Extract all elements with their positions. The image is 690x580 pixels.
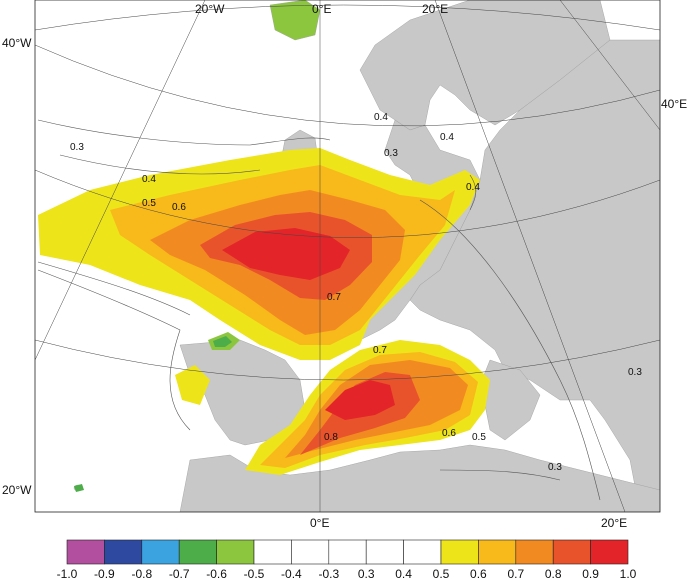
colorbar-tick-label: -0.6 [206, 567, 227, 580]
contour-label: 0.8 [324, 432, 338, 443]
colorbar-swatch [328, 539, 367, 565]
contour-label: 0.6 [172, 202, 186, 213]
contour-04-south [37, 261, 191, 316]
land-north-isle [269, 0, 321, 41]
contour-lines [37, 119, 601, 501]
colorbar-tick-label: -0.9 [94, 567, 115, 580]
contour-label: 0.4 [440, 132, 454, 143]
colorbar-swatch [291, 539, 330, 565]
contour-03-africa [439, 469, 561, 481]
colorbar-swatch [216, 539, 255, 565]
contour-label: 0.7 [327, 292, 341, 303]
colorbar-tick-label: -0.4 [281, 567, 302, 580]
colorbar-tick-label: 0.6 [470, 567, 487, 580]
colorbar-tick-label: 0.5 [433, 567, 450, 580]
colorbar-tick-label: 0.3 [358, 567, 375, 580]
fill-09-atlantic [222, 228, 350, 280]
lon-label: 0°E [312, 2, 331, 16]
colorbar-tick-label: 0.9 [582, 567, 599, 580]
colorbar-swatch [478, 539, 517, 565]
contour-label: 0.4 [466, 182, 480, 193]
lat-label: 20°W [2, 483, 32, 497]
colorbar-swatch [104, 539, 143, 565]
colorbar-swatch [365, 539, 404, 565]
contour-label: 0.3 [628, 367, 642, 378]
contour-label: 0.3 [384, 148, 398, 159]
colorbar: -1.0 -0.9 -0.8 -0.7 -0.6 -0.5 -0.4 -0.3 0.3 0.4 0.… [57, 539, 637, 580]
lat-label: 40°E [661, 97, 687, 111]
lon-label: 20°E [601, 516, 627, 530]
lon-label: 20°W [195, 2, 225, 16]
colorbar-tick-label: -0.5 [244, 567, 265, 580]
colorbar-swatch [552, 539, 591, 565]
contour-03-south [37, 269, 191, 431]
colorbar-swatch [141, 539, 180, 565]
colorbar-swatch [515, 539, 554, 565]
graticule [35, 0, 660, 512]
meridian-3 [434, 0, 626, 512]
fill-neg06 [213, 336, 232, 347]
map-area: 0.3 0.4 0.5 0.6 0.7 0.8 0.7 0.6 0.5 0.4 … [35, 0, 660, 512]
contour-label: 0.3 [70, 142, 84, 153]
contour-labels: 0.3 0.4 0.5 0.6 0.7 0.8 0.7 0.6 0.5 0.4 … [70, 112, 642, 473]
land [73, 0, 660, 512]
correlation-fill [38, 148, 490, 492]
colorbar-swatch [440, 539, 479, 565]
colorbar-swatch [403, 539, 442, 565]
contour-label: 0.5 [142, 198, 156, 209]
meridian-1 [35, 0, 206, 361]
contour-label: 0.4 [142, 174, 156, 185]
contour-label: 0.6 [442, 428, 456, 439]
colorbar-tick-label: 1.0 [620, 567, 637, 580]
contour-label: 0.3 [548, 462, 562, 473]
fill-05-azores [175, 365, 210, 405]
contour-label: 0.7 [373, 345, 387, 356]
map-frame [34, 0, 661, 513]
contour-04-north [59, 154, 261, 175]
parallel-2 [35, 44, 660, 127]
colorbar-tick-label: -1.0 [57, 567, 78, 580]
contour-03-east [419, 199, 601, 501]
colorbar-tick-label: -0.3 [318, 567, 339, 580]
colorbar-swatch [590, 539, 629, 565]
parallel-1 [35, 4, 660, 31]
colorbar-tick-label: 0.7 [507, 567, 524, 580]
contour-label: 0.5 [472, 432, 486, 443]
colorbar-tick-label: -0.7 [169, 567, 190, 580]
parallel-3 [35, 169, 660, 238]
parallel-4 [35, 339, 660, 381]
colorbar-tick-label: 0.4 [395, 567, 412, 580]
colorbar-swatch [66, 539, 105, 565]
colorbar-swatch [178, 539, 217, 565]
graticule-labels: 20°W 0°E 20°E 0°E 20°E 40°W 20°W 40°E [2, 2, 687, 530]
fill-09-med [325, 380, 395, 420]
lon-label: 20°E [422, 2, 448, 16]
contour-03-north [37, 119, 331, 146]
lat-label: 40°W [2, 36, 32, 50]
colorbar-swatch [253, 539, 292, 565]
contour-label: 0.4 [374, 112, 388, 123]
meridian-4 [559, 0, 660, 131]
contour-04-east [469, 174, 477, 211]
lon-label: 0°E [310, 516, 329, 530]
colorbar-tick-label: -0.8 [131, 567, 152, 580]
fill-neg06-b [74, 484, 84, 492]
colorbar-tick-label: 0.8 [545, 567, 562, 580]
